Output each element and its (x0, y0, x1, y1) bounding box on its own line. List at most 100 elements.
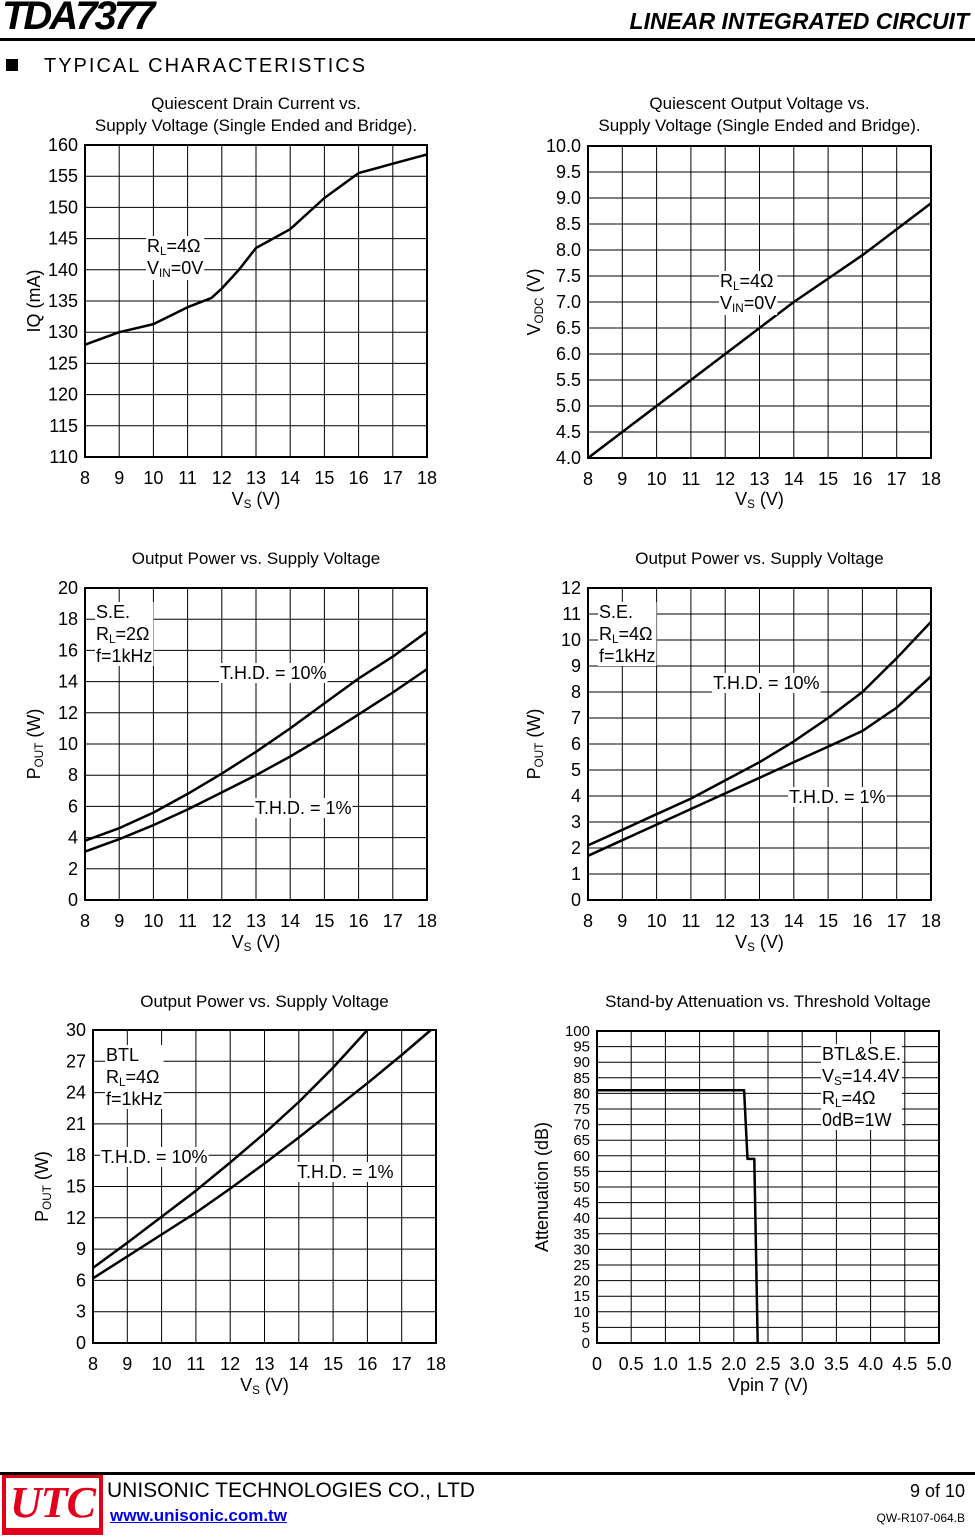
x-axis-label-rest: (V) (755, 932, 784, 952)
annotation-text-rest: =14.4V (842, 1066, 900, 1086)
annotation-text-main: V (822, 1066, 834, 1086)
annotation-text: RL=4Ω (822, 1088, 876, 1110)
y-tick-label: 9 (76, 1239, 86, 1259)
annotation-text-rest: =4Ω (619, 624, 653, 644)
annotation-text: T.H.D. = 10% (713, 673, 820, 693)
y-tick-label: 3 (571, 812, 581, 832)
x-tick-label: 9 (114, 468, 124, 488)
section-title: TYPICAL CHARACTERISTICS (44, 55, 368, 77)
annotation-text-main: T.H.D. = 10% (220, 663, 327, 683)
x-tick-label: 11 (682, 911, 701, 931)
x-tick-label: 15 (323, 1354, 343, 1374)
x-axis-label-rest: (V) (251, 932, 280, 952)
annotation: S.E.RL=2Ωf=1kHz (95, 602, 154, 666)
annotation-text: RL=2Ω (96, 624, 150, 646)
series-line (92, 1029, 432, 1280)
y-tick-label: 125 (48, 353, 78, 373)
series-line (84, 153, 428, 346)
y-axis-label: POUT (W) (524, 709, 546, 780)
x-tick-label: 14 (289, 1354, 309, 1374)
y-tick-label: 10.0 (546, 136, 581, 156)
annotation-text-main: 0dB=1W (822, 1110, 892, 1130)
y-axis-label-main: Attenuation (dB) (532, 1122, 552, 1252)
y-axis-label-main: P (524, 767, 544, 779)
annotation-text-rest: =0V (171, 258, 204, 278)
website-link[interactable]: www.unisonic.com.tw (110, 1506, 287, 1525)
chart-title: Output Power vs. Supply Voltage (635, 549, 884, 568)
x-tick-label: 8 (88, 1354, 98, 1374)
series-line (84, 630, 428, 842)
y-axis-label-subscript: OUT (41, 1185, 54, 1210)
chart-5: Output Power vs. Supply Voltage 8 9 10 11 12 1… (32, 992, 446, 1397)
chart-title: Supply Voltage (Single Ended and Bridge)… (95, 116, 417, 135)
y-tick-label: 4 (68, 828, 78, 848)
x-tick-label: 10 (647, 911, 667, 931)
x-axis-label: VS (V) (735, 489, 784, 511)
annotation-background (219, 663, 328, 683)
x-tick-label: 18 (921, 469, 941, 489)
x-tick-label: 3.0 (790, 1354, 815, 1374)
y-axis-label: IQ (mA) (24, 270, 44, 333)
y-tick-label: 6.0 (556, 344, 581, 364)
x-tick-label: 18 (417, 911, 437, 931)
x-tick-label: 11 (178, 911, 197, 931)
annotation-text: T.H.D. = 1% (789, 787, 886, 807)
y-tick-label: 150 (48, 197, 78, 217)
chart-3: Output Power vs. Supply Voltage 8 9 10 11 12 1… (24, 549, 437, 954)
annotation-text-subscript: IN (159, 267, 171, 280)
y-tick-label: 100 (565, 1023, 590, 1040)
chart-2: Quiescent Output Voltage vs. Supply Volta… (524, 94, 941, 511)
x-tick-label: 12 (212, 468, 232, 488)
x-tick-label: 15 (314, 911, 334, 931)
plot-frame (596, 1030, 940, 1344)
x-axis-label-rest: (V) (251, 489, 280, 509)
annotation-text: VS=14.4V (822, 1066, 899, 1088)
y-tick-label: 12 (561, 578, 581, 598)
series-line (92, 1029, 369, 1269)
y-tick-label: 9.0 (556, 188, 581, 208)
x-axis-label-subscript: S (747, 498, 755, 511)
x-tick-label: 18 (921, 911, 941, 931)
y-axis-label-subscript: OUT (533, 743, 546, 768)
y-tick-label: 11 (562, 604, 581, 624)
y-axis-label: VODC (V) (524, 269, 546, 336)
y-tick-label: 12 (58, 703, 78, 723)
x-tick-label: 14 (784, 911, 804, 931)
annotation-text: BTL (106, 1045, 139, 1065)
y-tick-label: 24 (66, 1083, 86, 1103)
y-tick-label: 4 (571, 786, 581, 806)
y-tick-label: 30 (66, 1020, 86, 1040)
header-divider (0, 38, 975, 41)
x-tick-label: 1.5 (687, 1354, 712, 1374)
x-tick-label: 17 (383, 468, 403, 488)
x-tick-label: 12 (220, 1354, 240, 1374)
x-tick-label: 16 (357, 1354, 377, 1374)
y-tick-label: 0 (571, 890, 581, 910)
x-tick-label: 10 (152, 1354, 172, 1374)
chart-title: Output Power vs. Supply Voltage (132, 549, 381, 568)
x-tick-label: 12 (715, 911, 735, 931)
x-axis-label-main: V (240, 1375, 252, 1395)
y-tick-label: 3 (76, 1302, 86, 1322)
x-tick-label: 9 (617, 911, 627, 931)
y-tick-label: 20 (58, 578, 78, 598)
annotation-background (821, 1044, 903, 1130)
y-tick-label: 8.5 (556, 214, 581, 234)
y-tick-label: 30 (573, 1241, 590, 1258)
x-tick-label: 14 (784, 469, 804, 489)
x-tick-label: 13 (749, 911, 769, 931)
y-tick-label: 95 (573, 1039, 590, 1056)
document-number: QW-R107-064.B (876, 1511, 965, 1525)
x-tick-label: 4.0 (858, 1354, 883, 1374)
x-tick-label: 9 (617, 469, 627, 489)
y-tick-label: 155 (48, 166, 78, 186)
x-tick-label: 8 (80, 468, 90, 488)
x-tick-label: 16 (349, 468, 369, 488)
annotation-text-main: T.H.D. = 1% (297, 1162, 394, 1182)
y-axis-label: POUT (W) (32, 1151, 54, 1222)
y-tick-label: 5 (571, 760, 581, 780)
y-tick-label: 21 (66, 1114, 86, 1134)
x-tick-label: 11 (187, 1354, 206, 1374)
y-axis-label-rest: (V) (524, 269, 544, 298)
